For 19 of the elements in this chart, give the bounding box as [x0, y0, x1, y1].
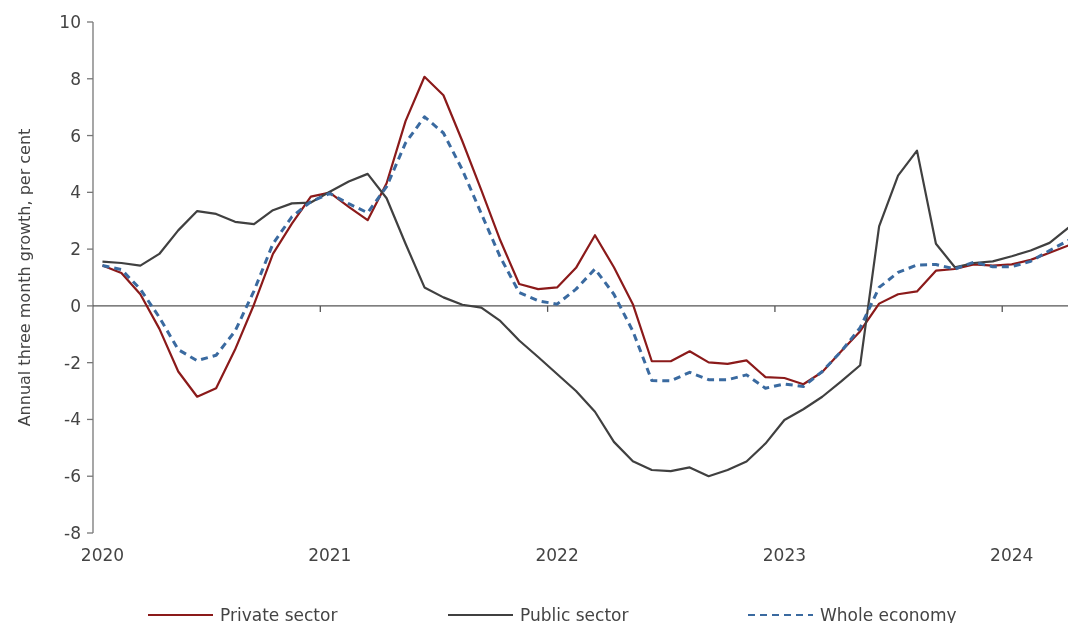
legend-label: Public sector [520, 604, 629, 625]
y-tick-label: 2 [70, 239, 81, 260]
y-tick-label: -2 [64, 352, 81, 373]
legend-label: Private sector [220, 604, 338, 625]
y-tick-label: -6 [64, 466, 81, 487]
line-series [101, 149, 1068, 478]
x-tick-label: 2024 [990, 545, 1034, 565]
y-tick-label: 4 [70, 182, 81, 203]
x-tick-label: 2021 [308, 545, 352, 565]
x-tick-label: 2023 [762, 545, 807, 565]
y-tick-label: -4 [64, 409, 81, 430]
y-tick-label: -8 [64, 522, 81, 543]
x-tick-label: 2020 [80, 545, 125, 565]
y-tick-label: 6 [70, 125, 81, 146]
y-tick-label: 0 [70, 295, 81, 316]
x-tick-label: 2022 [535, 545, 579, 565]
y-tick-label: 10 [59, 11, 81, 32]
y-tick-label: 8 [70, 68, 81, 89]
y-axis-title: Annual three month growth, per cent [15, 128, 34, 427]
